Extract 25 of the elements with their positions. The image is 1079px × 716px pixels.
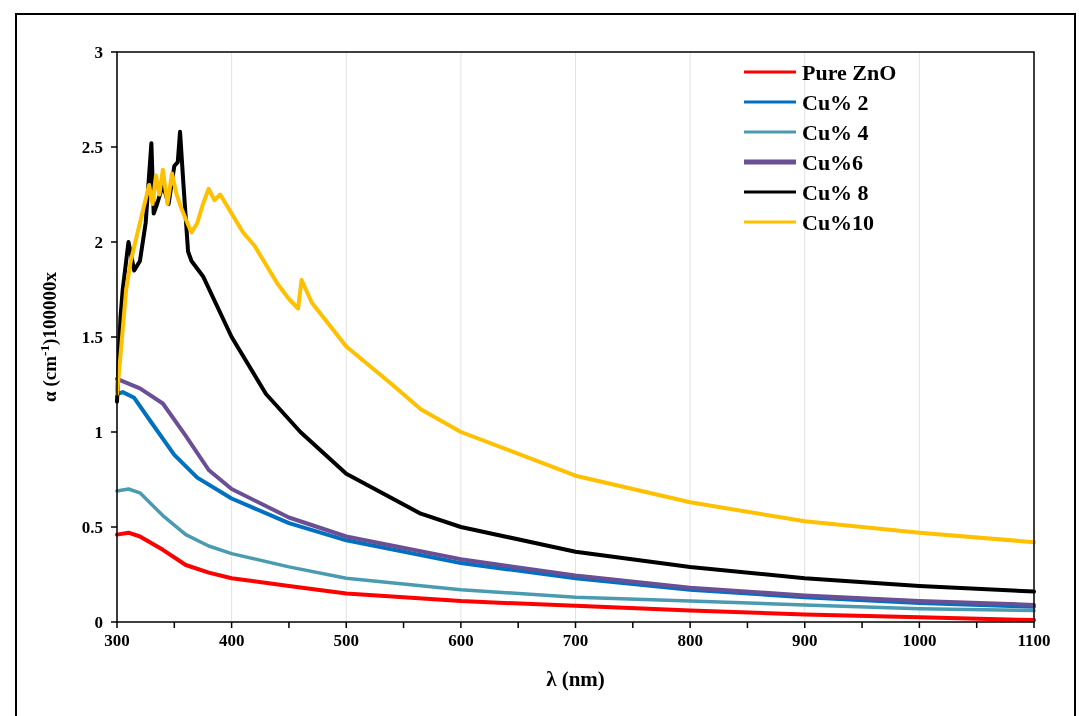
y-tick-label: 2.5	[81, 138, 103, 157]
x-tick-label: 1000	[902, 631, 937, 650]
y-tick-label: 0.5	[81, 518, 103, 537]
x-tick-label: 800	[677, 631, 703, 650]
line-series	[115, 530, 1036, 623]
x-tick-label: 400	[218, 631, 245, 650]
legend-label: Cu% 8	[802, 180, 869, 205]
x-tick-label: 300	[104, 631, 130, 650]
legend-label: Cu%6	[802, 150, 864, 175]
y-tick-label: 2	[94, 233, 103, 252]
legend-label: Cu% 2	[802, 90, 869, 115]
y-tick-label: 1	[94, 423, 103, 442]
x-tick-label: 900	[792, 631, 818, 650]
legend-label: Cu% 4	[802, 120, 869, 145]
legend-label: Pure ZnO	[802, 60, 897, 85]
x-tick-label: 1100	[1017, 631, 1051, 650]
y-tick-label: 0	[94, 613, 103, 632]
y-tick-label: 3	[94, 43, 103, 62]
legend-label: Cu%10	[802, 210, 875, 235]
y-tick-label: 1.5	[81, 328, 103, 347]
line-series	[115, 487, 1036, 613]
x-tick-label: 700	[562, 631, 589, 650]
x-axis-title: λ (nm)	[546, 667, 605, 691]
x-tick-label: 600	[448, 631, 474, 650]
x-tick-label: 500	[333, 631, 359, 650]
